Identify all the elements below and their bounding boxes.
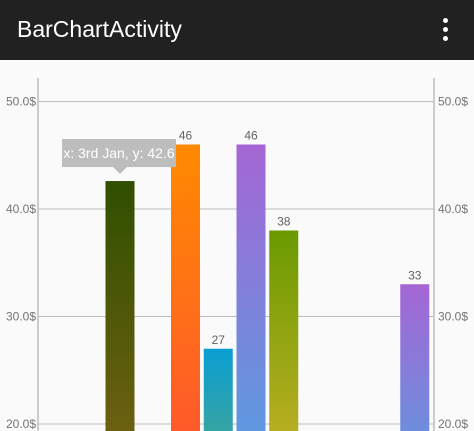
bar	[171, 144, 200, 431]
highlight-marker-arrow	[113, 167, 127, 175]
y-tick-right: 40.0$	[438, 202, 468, 216]
app-title: BarChartActivity	[17, 16, 182, 42]
bar-value-label: 27	[212, 333, 226, 347]
bar	[236, 144, 266, 431]
bar-value-label: 46	[244, 129, 258, 143]
bar-value-label: 46	[179, 129, 193, 143]
app-bar: BarChartActivity	[0, 0, 474, 60]
bar	[105, 181, 135, 431]
y-tick-left: 20.0$	[6, 417, 36, 431]
y-tick-right: 20.0$	[438, 417, 468, 431]
bar-value-label: 33	[408, 268, 422, 282]
y-tick-left: 50.0$	[6, 95, 36, 109]
bar	[203, 348, 233, 431]
bar-chart-svg: 20.0$ 20.0$ 30.0$ 30.0$ 40.0$ 40.0$ 50.0$ 50.0$…	[6, 78, 468, 431]
bar-chart[interactable]: 20.0$ 20.0$ 30.0$ 30.0$ 40.0$ 40.0$ 50.0$ 50.0$…	[0, 60, 474, 431]
y-tick-right: 50.0$	[438, 95, 468, 109]
highlight-marker	[62, 139, 176, 168]
highlight-marker-text: x: 3rd Jan, y: 42.6	[63, 145, 174, 161]
bar	[269, 230, 299, 431]
y-tick-left: 30.0$	[6, 310, 36, 324]
y-tick-right: 30.0$	[438, 310, 468, 324]
y-tick-left: 40.0$	[6, 202, 36, 216]
bar	[400, 284, 430, 431]
more-vert-icon[interactable]	[428, 12, 464, 48]
bar-value-label: 38	[277, 215, 291, 229]
